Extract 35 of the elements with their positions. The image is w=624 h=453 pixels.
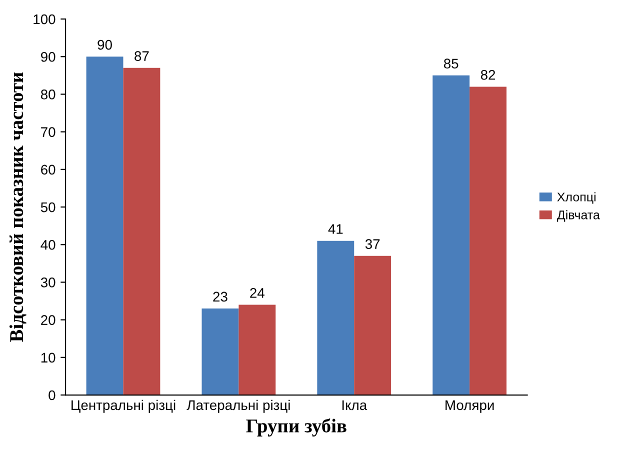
data-label: 90 (98, 40, 112, 50)
y-tick-label: 70 (41, 127, 56, 137)
y-tick-label: 30 (40, 278, 56, 288)
data-label: 41 (328, 224, 343, 234)
y-tick-label: 20 (41, 315, 56, 325)
x-tick-label: Центральні різці (72, 400, 176, 413)
bar (238, 304, 276, 396)
bar (354, 256, 392, 396)
y-tick-label: 80 (40, 90, 56, 100)
data-label: 37 (365, 239, 380, 249)
bar (432, 75, 470, 396)
bar (123, 68, 160, 396)
x-tick-label: Ікла (342, 400, 368, 410)
x-tick-label: Моляри (446, 400, 494, 413)
y-tick-label: 100 (34, 14, 56, 24)
data-label: 82 (480, 70, 496, 80)
bar (202, 308, 239, 396)
x-tick-label: Латеральні різці (186, 400, 290, 413)
y-tick-label: 60 (41, 164, 56, 175)
data-label: 87 (134, 51, 149, 61)
data-label: 24 (250, 288, 264, 298)
y-tick-label: 50 (40, 202, 56, 212)
bar (470, 86, 506, 396)
legend-label: Дівчата (556, 210, 600, 222)
data-label: 23 (213, 292, 228, 302)
x-axis-title: Групи зубів (246, 418, 346, 436)
y-axis-title: Відсотковий показник частоти (9, 72, 26, 342)
y-tick-label: 0 (48, 390, 56, 400)
bar (317, 240, 354, 396)
y-tick-label: 90 (41, 52, 56, 62)
legend-label: Хлопці (557, 192, 596, 204)
y-tick-label: 40 (40, 240, 56, 250)
data-label: 85 (444, 58, 458, 69)
y-tick-label: 10 (41, 352, 56, 363)
bar (86, 56, 124, 396)
